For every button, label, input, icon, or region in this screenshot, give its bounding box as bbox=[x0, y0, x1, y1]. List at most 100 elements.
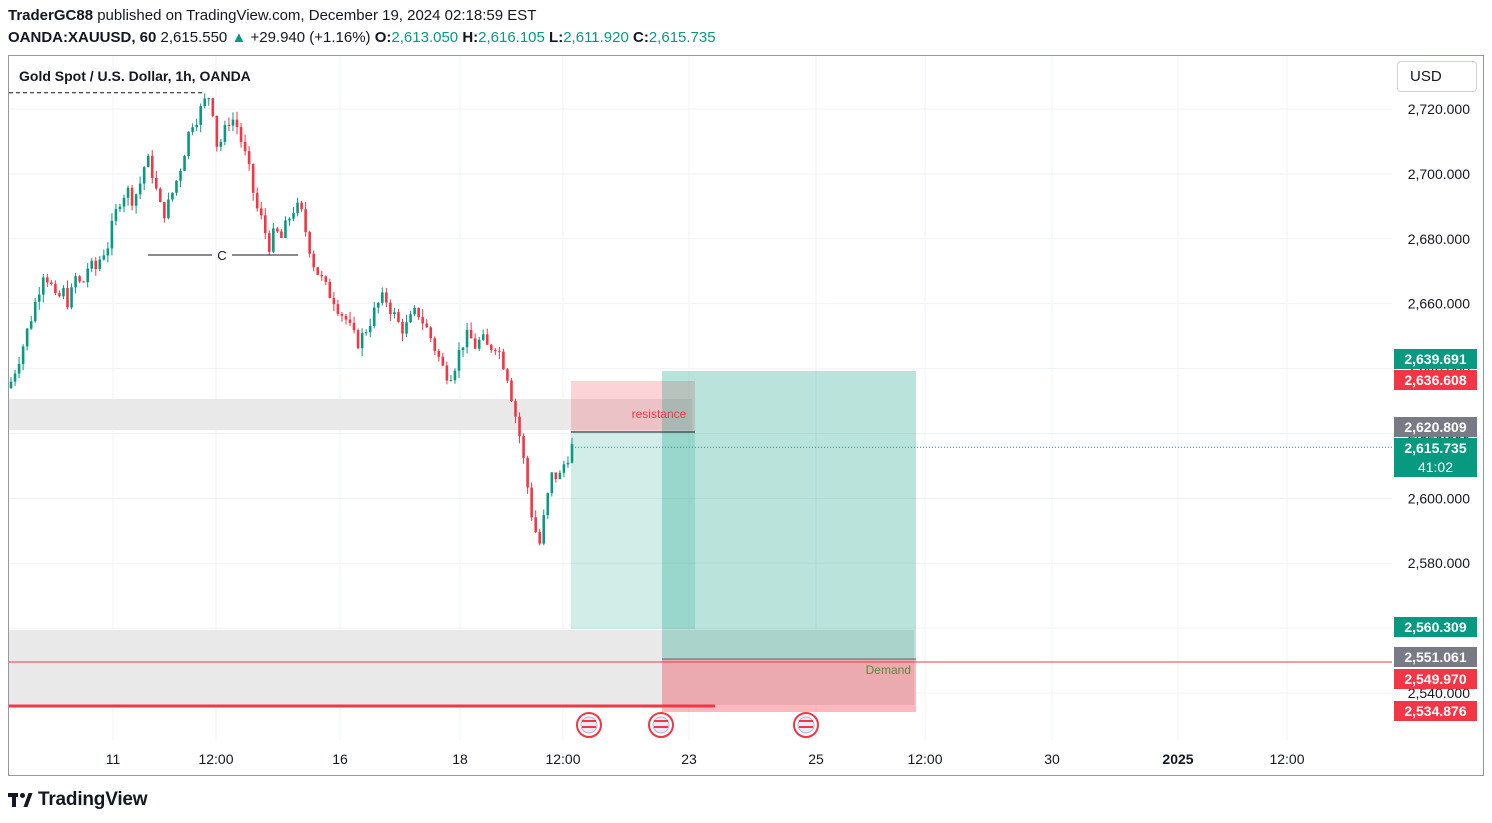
candle-body bbox=[530, 487, 533, 518]
candle-body bbox=[465, 329, 469, 348]
close-label: C: bbox=[633, 29, 649, 46]
candle-body bbox=[50, 282, 53, 285]
candle-body bbox=[328, 281, 332, 299]
candle-body bbox=[320, 274, 324, 277]
candle-body bbox=[312, 253, 315, 268]
price-tag: 2,534.876 bbox=[1394, 701, 1477, 721]
published-text: published on TradingView.com, December 1… bbox=[97, 7, 537, 24]
price-tag: 2,549.970 bbox=[1394, 669, 1477, 689]
candle-body bbox=[142, 167, 146, 184]
candle-body bbox=[74, 276, 77, 288]
price-tag: 2,615.735 bbox=[1394, 438, 1477, 458]
demand-zone-band bbox=[9, 630, 914, 705]
chart-frame[interactable] bbox=[8, 55, 1484, 776]
price-tick-label: 2,580.000 bbox=[1408, 555, 1470, 571]
candle-body bbox=[255, 192, 259, 209]
price-tag: 2,636.608 bbox=[1394, 370, 1477, 390]
candle-body bbox=[251, 164, 255, 193]
footer-brand[interactable]: TradingView bbox=[8, 789, 148, 811]
price-tag: 2,560.309 bbox=[1394, 617, 1477, 637]
low-label: L: bbox=[549, 29, 564, 46]
candle-body bbox=[356, 330, 360, 349]
open-label: O: bbox=[374, 29, 392, 46]
ohlc-line: OANDA:XAUUSD, 60 2,615.550 ▲ +29.940 (+1… bbox=[8, 29, 716, 46]
candle-body bbox=[542, 515, 546, 544]
candle-body bbox=[538, 532, 542, 544]
candle-body bbox=[502, 351, 505, 370]
short-stop-zone bbox=[571, 381, 695, 432]
candle-body bbox=[409, 314, 412, 323]
candle-body bbox=[284, 220, 287, 238]
price-tick-label: 2,680.000 bbox=[1408, 231, 1470, 247]
candle-body bbox=[348, 319, 352, 323]
price-tick-label: 2,600.000 bbox=[1408, 490, 1470, 506]
brand-name: TradingView bbox=[38, 789, 148, 810]
candle-body bbox=[360, 333, 364, 349]
candle-body bbox=[481, 334, 485, 340]
candle-body bbox=[33, 301, 37, 322]
candle-body bbox=[102, 255, 106, 260]
candle-body bbox=[207, 98, 211, 100]
candle-body bbox=[183, 156, 186, 171]
currency-button[interactable]: USD bbox=[1397, 61, 1477, 92]
candle-body bbox=[122, 197, 126, 207]
candle-body bbox=[494, 350, 497, 352]
candle-body bbox=[445, 365, 449, 381]
candle-body bbox=[401, 321, 404, 334]
candle-body bbox=[263, 215, 267, 234]
candle-body bbox=[179, 170, 182, 181]
price-tick-label: 2,720.000 bbox=[1408, 101, 1470, 117]
time-tick-label: 23 bbox=[681, 751, 697, 767]
candle-body bbox=[223, 125, 227, 142]
candle-body bbox=[364, 332, 368, 334]
candle-body bbox=[288, 218, 291, 221]
high-value: 2,616.105 bbox=[478, 29, 545, 46]
candle-body bbox=[308, 232, 311, 254]
candle-body bbox=[13, 373, 17, 382]
candle-body bbox=[550, 472, 554, 494]
candle-body bbox=[405, 322, 408, 334]
resistance-label: resistance bbox=[632, 407, 687, 421]
candle-body bbox=[215, 115, 219, 147]
candle-body bbox=[239, 127, 243, 142]
candle-body bbox=[372, 307, 376, 326]
candle-body bbox=[126, 187, 130, 198]
candle-body bbox=[195, 124, 198, 128]
candle-body bbox=[417, 307, 420, 318]
candle-body bbox=[134, 194, 138, 206]
candle-body bbox=[477, 339, 481, 349]
candle-body bbox=[247, 151, 251, 165]
price-tag: 2,551.061 bbox=[1394, 647, 1477, 667]
time-tick-label: 11 bbox=[106, 751, 121, 767]
candle-body bbox=[518, 416, 521, 437]
candle-body bbox=[114, 209, 118, 221]
long-target-zone bbox=[662, 371, 916, 659]
price-tag: 2,620.809 bbox=[1394, 417, 1477, 437]
candle-body bbox=[130, 187, 134, 206]
low-value: 2,611.920 bbox=[563, 29, 629, 46]
symbol-label: OANDA:XAUUSD, 60 bbox=[8, 29, 157, 46]
candle-body bbox=[58, 293, 61, 297]
time-tick-label: 16 bbox=[332, 751, 348, 767]
candle-body bbox=[485, 334, 489, 345]
candle-body bbox=[163, 201, 166, 219]
candle-body bbox=[62, 288, 65, 297]
time-axis: 11 12:00 16 18 12:00 23 25 12:00 30 2025 12:00 bbox=[106, 751, 1305, 767]
time-tick-label: 30 bbox=[1044, 751, 1060, 767]
candle-body bbox=[175, 180, 178, 193]
candle-body bbox=[167, 199, 170, 219]
price-tag: 2,639.691 bbox=[1394, 349, 1477, 369]
candle-body bbox=[558, 472, 562, 480]
candle-body bbox=[211, 98, 215, 116]
candle-body bbox=[316, 267, 320, 275]
candle-body bbox=[9, 381, 13, 389]
candle-body bbox=[227, 125, 231, 127]
candle-body bbox=[421, 317, 424, 324]
candle-body bbox=[425, 323, 429, 328]
author-name[interactable]: TraderGC88 bbox=[8, 7, 94, 24]
time-tick-label: 25 bbox=[808, 751, 824, 767]
candles bbox=[9, 93, 574, 546]
time-tick-label: 12:00 bbox=[907, 751, 942, 767]
candle-body bbox=[534, 517, 537, 533]
